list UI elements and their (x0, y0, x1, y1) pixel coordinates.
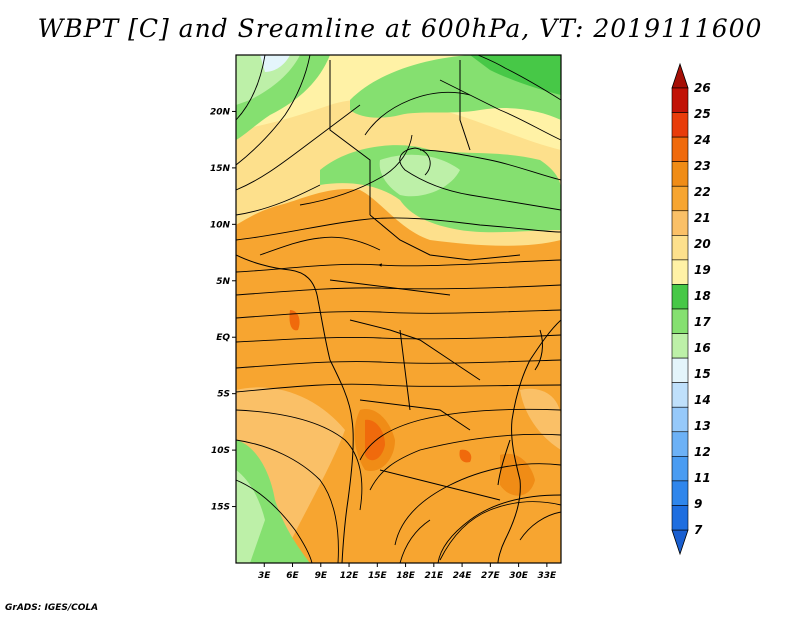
colorbar-swatch (671, 480, 689, 506)
lon-tick-label: 9E (315, 571, 328, 581)
lon-tick-label: 3E (258, 571, 271, 581)
colorbar-swatch (671, 357, 689, 383)
colorbar-label: 12 (694, 445, 711, 459)
colorbar-label: 9 (694, 497, 702, 511)
colorbar-label: 23 (694, 159, 711, 173)
colorbar-swatch (671, 259, 689, 285)
lon-tick-label: 27E (481, 571, 501, 581)
colorbar-swatch (671, 185, 689, 212)
colorbar-swatch (671, 210, 689, 236)
lon-tick-label: 21E (424, 571, 444, 581)
lon-tick-label: 15E (368, 571, 388, 581)
lat-tick-label: 15S (211, 503, 230, 513)
colorbar-label: 11 (694, 471, 711, 485)
colorbar-label: 14 (694, 393, 711, 407)
lat-tick-label: 10N (210, 220, 231, 230)
lat-tick-label: 15N (210, 164, 231, 174)
streamlines (236, 55, 561, 563)
lat-tick-label: 20N (210, 107, 231, 117)
credit-text: GrADS: IGES/COLA (5, 603, 99, 613)
lon-tick-label: 6E (286, 571, 299, 581)
map-frame (235, 54, 562, 564)
lon-tick-label: 33E (538, 571, 558, 581)
plot-title: WBPT [C] and Sreamline at 600hPa, VT: 20… (37, 14, 763, 43)
colorbar-swatch (671, 431, 689, 457)
colorbar-label: 20 (694, 237, 711, 251)
colorbar-swatch (671, 161, 689, 187)
colorbar-swatch (671, 87, 689, 113)
colorbar-swatch (671, 136, 689, 162)
colorbar-label: 7 (694, 523, 703, 537)
colorbar-swatch (671, 382, 689, 408)
colorbar-label: 26 (694, 81, 711, 95)
longitude-axis: 3E 6E 9E 12E 15E 18E 21E 24E 27E 30E 33E (258, 563, 557, 581)
colorbar: 7 9 11 12 13 14 15 16 17 18 19 20 21 22 23 24 25 26 (671, 62, 711, 556)
lat-tick-label: 10S (211, 446, 230, 456)
colorbar-swatch (671, 505, 689, 531)
latitude-axis: 20N 15N 10N 5N EQ 5S 10S 15S (210, 107, 236, 513)
colorbar-label: 24 (694, 133, 711, 147)
colorbar-label: 18 (694, 289, 711, 303)
country-borders (236, 60, 561, 563)
wbpt-field (236, 55, 561, 563)
colorbar-label: 22 (694, 185, 711, 199)
colorbar-label: 25 (694, 107, 711, 121)
colorbar-swatch (671, 406, 689, 433)
colorbar-label: 13 (694, 419, 711, 433)
colorbar-swatch (671, 112, 689, 138)
colorbar-under-triangle (671, 529, 689, 556)
colorbar-over-triangle (671, 62, 689, 89)
colorbar-label: 15 (694, 367, 711, 381)
colorbar-swatch (671, 333, 689, 359)
lat-tick-label: 5N (216, 277, 230, 287)
colorbar-swatch (671, 308, 689, 334)
colorbar-label: 19 (694, 263, 711, 277)
lon-tick-label: 18E (396, 571, 416, 581)
colorbar-label: 16 (694, 341, 711, 355)
lon-tick-label: 30E (509, 571, 529, 581)
lat-tick-label: 5S (217, 390, 230, 400)
lat-tick-label: EQ (216, 333, 230, 343)
lon-tick-label: 24E (453, 571, 473, 581)
colorbar-label: 17 (694, 315, 711, 329)
colorbar-swatch (671, 284, 689, 310)
colorbar-label: 21 (694, 211, 711, 225)
colorbar-swatch (671, 456, 689, 482)
lon-tick-label: 12E (340, 571, 360, 581)
colorbar-swatch (671, 235, 689, 261)
